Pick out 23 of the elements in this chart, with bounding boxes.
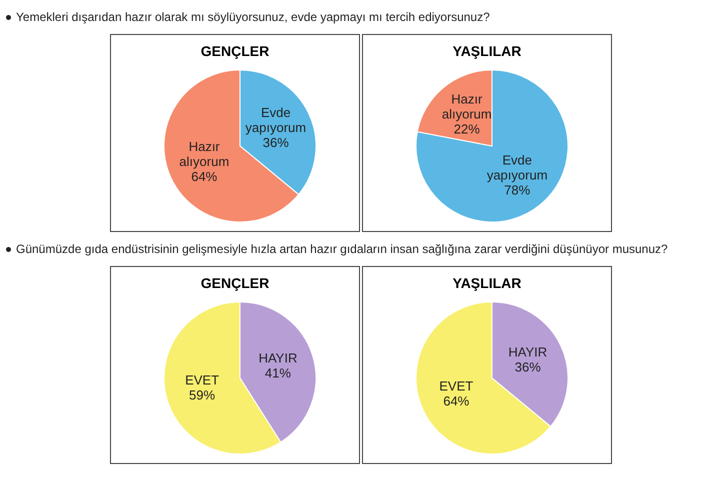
slice-label: HAYIR [508, 345, 548, 360]
pie-slice [416, 70, 568, 222]
data-label: 64% [443, 394, 470, 409]
data-label: 36% [514, 360, 542, 376]
data-label: 41% [264, 366, 292, 381]
slice-label: Evde yapıyorum [486, 152, 548, 183]
text: Günümüzde gıda endüstrisinin gelişmesiyle hızla artan hazır gıdaların insan sağlığına zarar verdiğini düşünüyor musunuz? [16, 242, 668, 256]
slice-label: EVET [439, 378, 474, 394]
slice-label: EVET [185, 372, 220, 388]
data-label: 36% [262, 136, 290, 151]
data-label: 64% [191, 169, 218, 184]
chart-title: GENÇLER [200, 43, 270, 59]
slice-label: HAYIR [258, 350, 298, 366]
data-label: 22% [454, 122, 480, 137]
chart-title: YAŞLILAR [452, 275, 522, 291]
text: Yemekleri dışarıdan hazır olarak mı söylüyorsunuz, evde yapmayı mı tercih ediyorsunuz? [16, 10, 490, 24]
slice-label: Hazır alıyorum [442, 92, 492, 122]
chart-title: YAŞLILAR [452, 43, 522, 59]
data-label: 78% [504, 182, 531, 198]
chart-title: GENÇLER [200, 275, 270, 291]
slice-label: Hazır alıyorum [179, 139, 230, 170]
data-label: 59% [189, 388, 216, 403]
slice-label: Evde yapıyorum [245, 106, 306, 136]
